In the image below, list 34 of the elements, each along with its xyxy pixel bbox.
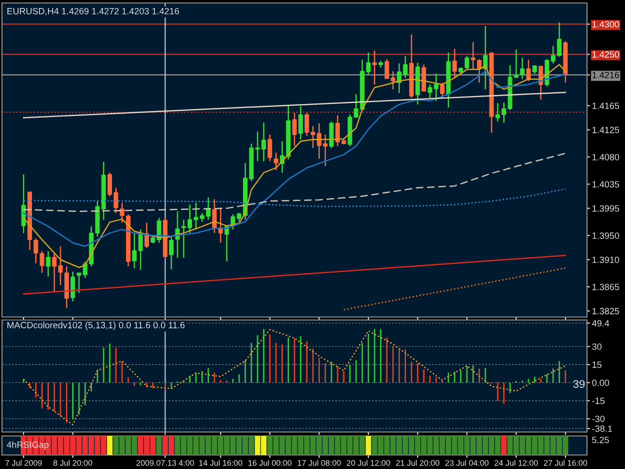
y-tick-label: 0.00 xyxy=(592,380,610,386)
y-tick-label: 1.3950 xyxy=(592,232,620,239)
y-tick-label: 1.4300 xyxy=(592,21,620,28)
y-tick-label: 1.3825 xyxy=(592,308,620,314)
x-tick-label: 16 Jul 00:00 xyxy=(248,460,292,466)
y-tick-label: -38.1 xyxy=(592,425,612,432)
x-tick-label: 8 Jul 20:00 xyxy=(53,460,92,466)
x-tick-label: 27 Jul 16:00 xyxy=(544,460,588,466)
chart-title: MACDcoloredv102 (5,13,1) 0.0 11.6 0.0 11.6 xyxy=(7,322,185,330)
y-tick-label: 1.4125 xyxy=(592,126,620,134)
x-tick-label: 24 Jul 12:00 xyxy=(494,460,538,466)
text: 39 xyxy=(573,380,585,388)
y-tick-label: 1.4035 xyxy=(592,181,620,188)
chart-title: EURUSD,H4 1.4269 1.4272 1.4203 1.4216 xyxy=(7,8,179,16)
y-tick-label: 1.4216 xyxy=(592,72,620,78)
y-tick-label: 49.4 xyxy=(592,320,610,326)
y-tick-label: 1.4250 xyxy=(592,51,620,58)
x-tick-label: 7 Jul 2009 xyxy=(5,460,42,466)
y-tick-label: 1.4080 xyxy=(592,154,620,160)
y-tick-label: 30 xyxy=(592,343,602,350)
x-tick-label: 17 Jul 08:00 xyxy=(298,460,341,466)
y-tick-label: -15 xyxy=(592,398,605,404)
x-tick-label: 23 Jul 04:00 xyxy=(445,460,489,466)
x-tick-label: 20 Jul 12:00 xyxy=(346,460,390,466)
y-tick-label: 1.3995 xyxy=(592,205,620,212)
y-tick-label: 1.4165 xyxy=(592,102,620,110)
x-tick-label: 2009.07.13 4:00 xyxy=(136,460,194,466)
y-tick-label: 15 xyxy=(592,362,602,368)
y-tick-label: -30 xyxy=(592,416,605,422)
y-tick-label: 1.3910 xyxy=(592,256,620,263)
y-tick-label: 1.3865 xyxy=(592,284,620,290)
x-tick-label: 21 Jul 20:00 xyxy=(396,460,440,466)
text: 5.25 xyxy=(592,436,609,444)
x-tick-label: 14 Jul 16:00 xyxy=(199,460,242,466)
